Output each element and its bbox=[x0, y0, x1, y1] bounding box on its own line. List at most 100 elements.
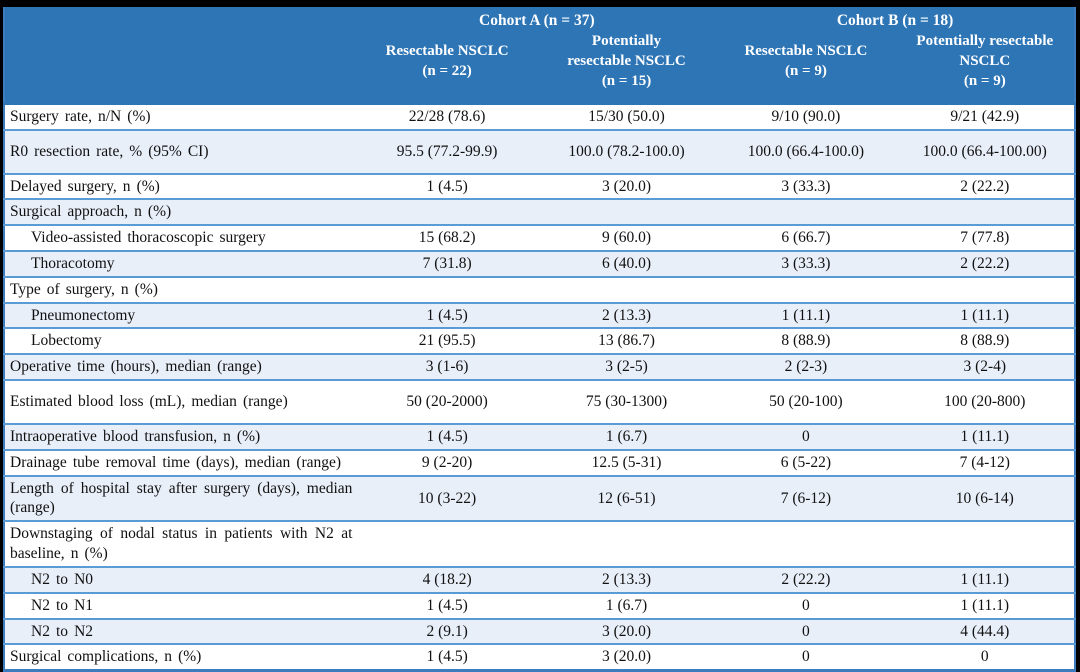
table-row: Intraoperative blood transfusion, n (%) 1… bbox=[4, 422, 1075, 451]
row-value: 9 (60.0) bbox=[536, 224, 717, 252]
subgroup-header-row: Resectable NSCLC (n = 22) Potentially re… bbox=[4, 31, 1075, 104]
row-value: 3 (1-6) bbox=[357, 353, 537, 382]
row-value: 1 (11.1) bbox=[895, 591, 1075, 620]
col-header-cohort-a-resectable: Resectable NSCLC (n = 22) bbox=[357, 31, 537, 104]
row-value: 3 (33.3) bbox=[716, 249, 896, 278]
row-value: 9/21 (42.9) bbox=[895, 102, 1075, 131]
table-row: N2 to N2 2 (9.1) 3 (20.0) 0 4 (44.4) bbox=[4, 617, 1075, 646]
row-value bbox=[895, 275, 1075, 304]
row-value: 7 (4-12) bbox=[895, 448, 1075, 477]
row-value: 100.0 (66.4-100.0) bbox=[716, 128, 896, 175]
row-label: Operative time (hours), median (range) bbox=[4, 353, 358, 382]
row-value: 3 (20.0) bbox=[536, 643, 717, 672]
row-label: N2 to N0 bbox=[4, 565, 358, 594]
row-value: 100.0 (66.4-100.00) bbox=[895, 128, 1075, 175]
row-value: 7 (6-12) bbox=[716, 474, 896, 523]
corner-cell bbox=[4, 31, 358, 104]
row-label: N2 to N1 bbox=[4, 591, 358, 620]
col-header-cohort-a-potentially-resectable: Potentially resectable NSCLC (n = 15) bbox=[536, 31, 717, 104]
row-value: 4 (44.4) bbox=[895, 617, 1075, 646]
row-value: 2 (22.2) bbox=[895, 172, 1075, 201]
row-value: 13 (86.7) bbox=[536, 327, 717, 356]
row-label: Length of hospital stay after surgery (d… bbox=[4, 474, 358, 523]
row-value bbox=[895, 520, 1075, 568]
row-label: Intraoperative blood transfusion, n (%) bbox=[4, 422, 358, 451]
row-value bbox=[357, 275, 537, 304]
row-value bbox=[716, 275, 896, 304]
row-value bbox=[716, 520, 896, 568]
row-label: Surgical complications, n (%) bbox=[4, 643, 358, 672]
table-row: Surgery rate, n/N (%) 22/28 (78.6) 15/30 (… bbox=[4, 102, 1075, 131]
row-value: 1 (11.1) bbox=[895, 301, 1075, 330]
row-value: 15 (68.2) bbox=[357, 224, 537, 252]
table-row: Lobectomy 21 (95.5) 13 (86.7) 8 (88.9) 8 (88… bbox=[4, 327, 1075, 356]
row-value bbox=[716, 198, 896, 227]
table-row: Length of hospital stay after surgery (d… bbox=[4, 474, 1075, 523]
cohort-b-header: Cohort B (n = 18) bbox=[716, 7, 1075, 32]
row-value: 22/28 (78.6) bbox=[357, 102, 537, 131]
row-value bbox=[536, 198, 717, 227]
row-label: Estimated blood loss (mL), median (range… bbox=[4, 379, 358, 425]
row-value: 7 (77.8) bbox=[895, 224, 1075, 252]
row-label: Type of surgery, n (%) bbox=[4, 275, 358, 304]
row-value bbox=[895, 198, 1075, 227]
corner-cell bbox=[4, 7, 358, 32]
row-value: 6 (5-22) bbox=[716, 448, 896, 477]
row-value: 7 (31.8) bbox=[357, 249, 537, 278]
row-value: 0 bbox=[716, 617, 896, 646]
row-value: 0 bbox=[716, 591, 896, 620]
row-value: 100.0 (78.2-100.0) bbox=[536, 128, 717, 175]
row-label: Pneumonectomy bbox=[4, 301, 358, 330]
row-value: 75 (30-1300) bbox=[536, 379, 717, 425]
table-row: Operative time (hours), median (range) 3 … bbox=[4, 353, 1075, 382]
row-value: 2 (2-3) bbox=[716, 353, 896, 382]
row-label: Thoracotomy bbox=[4, 249, 358, 278]
row-value: 2 (13.3) bbox=[536, 565, 717, 594]
row-value: 1 (11.1) bbox=[895, 565, 1075, 594]
row-value: 3 (20.0) bbox=[536, 617, 717, 646]
row-value: 100 (20-800) bbox=[895, 379, 1075, 425]
table-row: R0 resection rate, % (95% CI) 95.5 (77.2-… bbox=[4, 128, 1075, 175]
row-label: Downstaging of nodal status in patients … bbox=[4, 520, 358, 568]
row-value: 3 (20.0) bbox=[536, 172, 717, 201]
row-value: 1 (6.7) bbox=[536, 591, 717, 620]
row-value: 50 (20-2000) bbox=[357, 379, 537, 425]
row-value: 1 (4.5) bbox=[357, 591, 537, 620]
table-row: Thoracotomy 7 (31.8) 6 (40.0) 3 (33.3) 2 (22… bbox=[4, 249, 1075, 278]
table-header: Cohort A (n = 37) Cohort B (n = 18) Rese… bbox=[4, 7, 1075, 104]
table-row: Surgical approach, n (%) bbox=[4, 198, 1075, 227]
table-row: Estimated blood loss (mL), median (range… bbox=[4, 379, 1075, 425]
row-value: 2 (9.1) bbox=[357, 617, 537, 646]
row-value: 2 (22.2) bbox=[716, 565, 896, 594]
table-row: Pneumonectomy 1 (4.5) 2 (13.3) 1 (11.1) 1 (1… bbox=[4, 301, 1075, 330]
row-value: 1 (4.5) bbox=[357, 422, 537, 451]
row-value: 21 (95.5) bbox=[357, 327, 537, 356]
row-value: 50 (20-100) bbox=[716, 379, 896, 425]
row-value: 1 (4.5) bbox=[357, 301, 537, 330]
row-value: 9/10 (90.0) bbox=[716, 102, 896, 131]
table-row: N2 to N0 4 (18.2) 2 (13.3) 2 (22.2) 1 (11.1) bbox=[4, 565, 1075, 594]
row-value: 95.5 (77.2-99.9) bbox=[357, 128, 537, 175]
table-frame: Cohort A (n = 37) Cohort B (n = 18) Rese… bbox=[3, 7, 1076, 672]
table-row: N2 to N1 1 (4.5) 1 (6.7) 0 1 (11.1) bbox=[4, 591, 1075, 620]
row-value: 2 (22.2) bbox=[895, 249, 1075, 278]
row-value bbox=[536, 275, 717, 304]
row-value: 9 (2-20) bbox=[357, 448, 537, 477]
row-value: 1 (4.5) bbox=[357, 172, 537, 201]
row-value: 12 (6-51) bbox=[536, 474, 717, 523]
cohort-header-row: Cohort A (n = 37) Cohort B (n = 18) bbox=[4, 7, 1075, 32]
row-value: 0 bbox=[716, 643, 896, 672]
col-header-cohort-b-potentially-resectable: Potentially resectable NSCLC (n = 9) bbox=[895, 31, 1075, 104]
row-value: 10 (3-22) bbox=[357, 474, 537, 523]
row-value: 3 (33.3) bbox=[716, 172, 896, 201]
row-value: 8 (88.9) bbox=[716, 327, 896, 356]
table-row: Surgical complications, n (%) 1 (4.5) 3 (2… bbox=[4, 643, 1075, 672]
row-value bbox=[357, 520, 537, 568]
table-row: Downstaging of nodal status in patients … bbox=[4, 520, 1075, 568]
row-label: Video-assisted thoracoscopic surgery bbox=[4, 224, 358, 252]
row-label: Delayed surgery, n (%) bbox=[4, 172, 358, 201]
table-row: Drainage tube removal time (days), media… bbox=[4, 448, 1075, 477]
row-label: Surgery rate, n/N (%) bbox=[4, 102, 358, 131]
table-row: Video-assisted thoracoscopic surgery 15 (… bbox=[4, 224, 1075, 252]
row-value: 0 bbox=[895, 643, 1075, 672]
